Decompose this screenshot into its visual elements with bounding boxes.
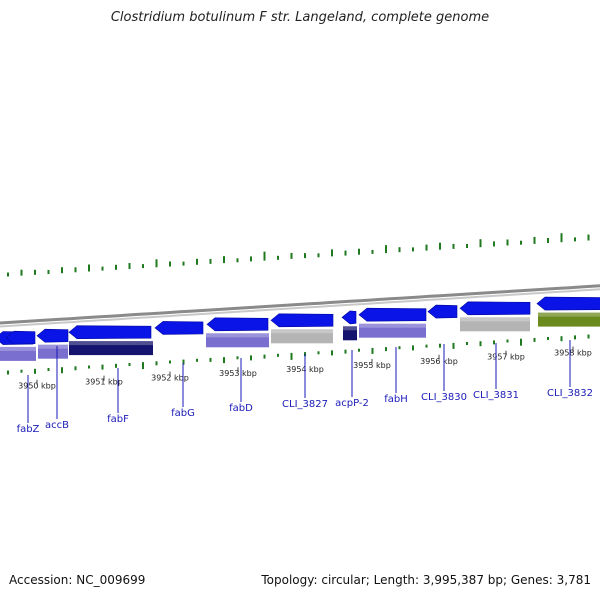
cog-bar-highlight bbox=[359, 323, 426, 328]
cog-bar bbox=[0, 346, 36, 361]
cog-bar-highlight bbox=[0, 346, 36, 351]
gene-label[interactable]: CLI_3831 bbox=[473, 390, 519, 401]
gene-label[interactable]: CLI_3827 bbox=[282, 399, 328, 410]
cog-bar bbox=[69, 341, 153, 356]
gene-arrow bbox=[154, 321, 204, 335]
gene-arrow bbox=[206, 317, 269, 332]
gene-label[interactable]: fabZ bbox=[17, 424, 40, 435]
cog-bar-highlight bbox=[38, 344, 68, 349]
cog-bar bbox=[460, 317, 530, 332]
cog-bar bbox=[38, 344, 68, 359]
cog-bar-highlight bbox=[69, 341, 153, 346]
accession-text: Accession: NC_009699 bbox=[9, 573, 146, 587]
cog-bar-highlight bbox=[343, 326, 357, 331]
gene-arrow bbox=[270, 313, 334, 328]
gene-arrows bbox=[0, 296, 600, 345]
gene-arrow bbox=[36, 328, 69, 343]
gene-label[interactable]: accB bbox=[45, 420, 69, 431]
cog-bar bbox=[271, 329, 333, 344]
cog-bar-highlight bbox=[460, 317, 530, 322]
gene-arrow bbox=[536, 296, 600, 311]
genome-summary-text: Topology: circular; Length: 3,995,387 bp… bbox=[261, 573, 591, 587]
gene-arrow bbox=[459, 301, 531, 316]
backbone-outer bbox=[0, 284, 600, 325]
gene-arrow bbox=[427, 304, 458, 319]
kbp-label: 3950 kbp bbox=[18, 382, 56, 391]
kbp-label: 3951 kbp bbox=[85, 378, 123, 387]
gene-label[interactable]: fabD bbox=[229, 403, 253, 414]
cog-bar bbox=[359, 323, 426, 338]
outer-gc-ticks bbox=[7, 233, 590, 277]
kbp-label: 3957 kbp bbox=[487, 353, 525, 362]
cog-bar-highlight bbox=[271, 329, 333, 334]
gene-label[interactable]: fabF bbox=[107, 414, 129, 425]
kbp-label: 3955 kbp bbox=[353, 361, 391, 370]
cog-bars bbox=[0, 312, 600, 361]
cog-bar-highlight bbox=[538, 312, 600, 317]
kbp-label: 3953 kbp bbox=[219, 369, 257, 378]
gene-arrow bbox=[341, 310, 357, 325]
backbone-inner bbox=[0, 288, 600, 328]
kbp-label: 3958 kbp bbox=[554, 349, 592, 358]
kbp-label: 3952 kbp bbox=[151, 374, 189, 383]
kbp-label: 3956 kbp bbox=[420, 357, 458, 366]
map-title: Clostridium botulinum F str. Langeland, … bbox=[110, 10, 490, 25]
gene-labels: fabZ accB fabF fabG fabD CLI_3827 acpP-2 fabH CL… bbox=[17, 340, 593, 435]
cog-bar bbox=[206, 333, 269, 348]
cog-bar bbox=[343, 326, 357, 341]
gene-arrow bbox=[358, 307, 427, 322]
gene-label[interactable]: fabH bbox=[384, 394, 408, 405]
cog-bar bbox=[538, 312, 600, 327]
gene-label[interactable]: acpP-2 bbox=[335, 398, 369, 409]
gene-label[interactable]: CLI_3830 bbox=[421, 392, 467, 403]
gene-label[interactable]: CLI_3832 bbox=[547, 388, 593, 399]
gene-arrow bbox=[5, 330, 36, 345]
gene-arrow bbox=[68, 325, 152, 340]
genome-backbone bbox=[0, 284, 600, 328]
cog-bar-highlight bbox=[206, 333, 269, 338]
gene-label[interactable]: fabG bbox=[171, 408, 195, 419]
